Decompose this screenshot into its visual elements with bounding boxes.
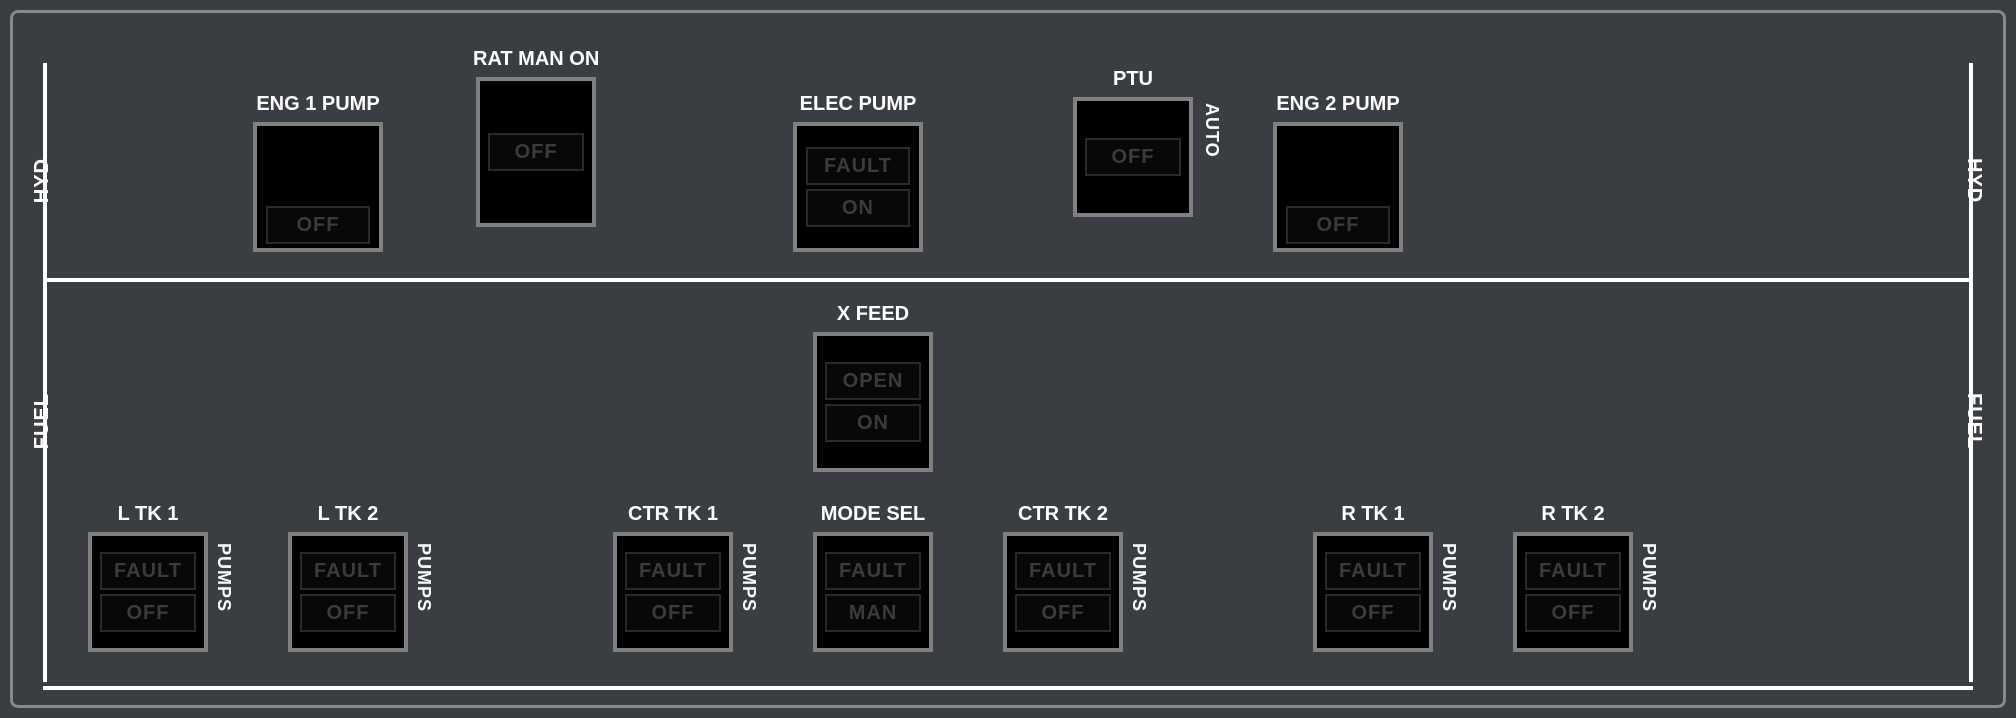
ctr-tk-1-button[interactable]: FAULT OFF bbox=[613, 532, 733, 652]
ptu-button[interactable]: OFF bbox=[1073, 97, 1193, 217]
ctr-tk-2-annunciator-off: OFF bbox=[1015, 594, 1111, 632]
elec-pump-label: ELEC PUMP bbox=[800, 93, 917, 116]
l-tk-2-side-label: PUMPS bbox=[413, 543, 434, 612]
l-tk-1-label: L TK 1 bbox=[118, 503, 179, 526]
rat-man-on-label: RAT MAN ON bbox=[473, 48, 599, 71]
r-tk-2-side-label: PUMPS bbox=[1638, 543, 1659, 612]
l-tk-2-annunciator-fault: FAULT bbox=[300, 552, 396, 590]
r-tk-1-label: R TK 1 bbox=[1341, 503, 1404, 526]
ctr-tk-1-annunciator-off: OFF bbox=[625, 594, 721, 632]
ctr-tk-1-side-label: PUMPS bbox=[738, 543, 759, 612]
l-tk-2-annunciator-off: OFF bbox=[300, 594, 396, 632]
hyd-label-right: HYD bbox=[1962, 158, 1985, 203]
elec-pump-annunciator-fault: FAULT bbox=[806, 147, 911, 185]
l-tk-1-annunciator-off: OFF bbox=[100, 594, 196, 632]
overhead-panel: HYD HYD FUEL FUEL ENG 1 PUMP OFF RAT MAN… bbox=[10, 10, 2006, 708]
mode-sel-annunciator-man: MAN bbox=[825, 594, 921, 632]
mode-sel-label: MODE SEL bbox=[821, 503, 925, 526]
bottom-divider bbox=[43, 686, 1973, 690]
hyd-bracket-left bbox=[43, 63, 47, 278]
r-tk-1-side-label: PUMPS bbox=[1438, 543, 1459, 612]
ctr-tk-1-annunciator-fault: FAULT bbox=[625, 552, 721, 590]
r-tk-2-button[interactable]: FAULT OFF bbox=[1513, 532, 1633, 652]
ptu-label: PTU bbox=[1113, 68, 1153, 91]
r-tk-1-annunciator-off: OFF bbox=[1325, 594, 1421, 632]
fuel-bracket-left bbox=[43, 282, 47, 682]
elec-pump-annunciator-on: ON bbox=[806, 189, 911, 227]
ptu-side-label: AUTO bbox=[1201, 103, 1222, 158]
eng1-pump-label: ENG 1 PUMP bbox=[256, 93, 379, 116]
ctr-tk-2-side-label: PUMPS bbox=[1128, 543, 1149, 612]
elec-pump-button[interactable]: FAULT ON bbox=[793, 122, 923, 252]
mode-sel-control: MODE SEL FAULT MAN bbox=[813, 503, 933, 652]
r-tk-1-button[interactable]: FAULT OFF bbox=[1313, 532, 1433, 652]
ctr-tk-2-label: CTR TK 2 bbox=[1018, 503, 1108, 526]
x-feed-button[interactable]: OPEN ON bbox=[813, 332, 933, 472]
fuel-label-right: FUEL bbox=[1962, 393, 1985, 449]
x-feed-control: X FEED OPEN ON bbox=[813, 303, 933, 472]
fuel-bracket-right bbox=[1969, 282, 1973, 682]
section-divider bbox=[43, 278, 1973, 282]
l-tk-2-label: L TK 2 bbox=[318, 503, 379, 526]
ctr-tk-1-control: CTR TK 1 FAULT OFF PUMPS bbox=[613, 503, 733, 652]
r-tk-1-annunciator-fault: FAULT bbox=[1325, 552, 1421, 590]
l-tk-1-button[interactable]: FAULT OFF bbox=[88, 532, 208, 652]
r-tk-2-control: R TK 2 FAULT OFF PUMPS bbox=[1513, 503, 1633, 652]
ctr-tk-2-annunciator-fault: FAULT bbox=[1015, 552, 1111, 590]
hyd-bracket-right bbox=[1969, 63, 1973, 278]
x-feed-annunciator-on: ON bbox=[825, 404, 921, 442]
r-tk-2-label: R TK 2 bbox=[1541, 503, 1604, 526]
eng2-pump-control: ENG 2 PUMP OFF bbox=[1273, 93, 1403, 252]
l-tk-2-button[interactable]: FAULT OFF bbox=[288, 532, 408, 652]
mode-sel-button[interactable]: FAULT MAN bbox=[813, 532, 933, 652]
ctr-tk-2-button[interactable]: FAULT OFF bbox=[1003, 532, 1123, 652]
rat-man-on-control: RAT MAN ON OFF bbox=[473, 48, 599, 227]
ptu-annunciator-off: OFF bbox=[1085, 138, 1181, 176]
ptu-control: PTU OFF AUTO bbox=[1073, 68, 1193, 217]
ctr-tk-2-control: CTR TK 2 FAULT OFF PUMPS bbox=[1003, 503, 1123, 652]
eng1-pump-annunciator-off: OFF bbox=[266, 206, 371, 244]
eng2-pump-label: ENG 2 PUMP bbox=[1276, 93, 1399, 116]
eng1-pump-control: ENG 1 PUMP OFF bbox=[253, 93, 383, 252]
elec-pump-control: ELEC PUMP FAULT ON bbox=[793, 93, 923, 252]
x-feed-label: X FEED bbox=[837, 303, 909, 326]
l-tk-1-control: L TK 1 FAULT OFF PUMPS bbox=[88, 503, 208, 652]
l-tk-2-control: L TK 2 FAULT OFF PUMPS bbox=[288, 503, 408, 652]
rat-man-on-button[interactable]: OFF bbox=[476, 77, 596, 227]
l-tk-1-annunciator-fault: FAULT bbox=[100, 552, 196, 590]
eng1-pump-button[interactable]: OFF bbox=[253, 122, 383, 252]
mode-sel-annunciator-fault: FAULT bbox=[825, 552, 921, 590]
r-tk-1-control: R TK 1 FAULT OFF PUMPS bbox=[1313, 503, 1433, 652]
ctr-tk-1-label: CTR TK 1 bbox=[628, 503, 718, 526]
eng2-pump-annunciator-off: OFF bbox=[1286, 206, 1391, 244]
eng2-pump-button[interactable]: OFF bbox=[1273, 122, 1403, 252]
x-feed-annunciator-open: OPEN bbox=[825, 362, 921, 400]
rat-man-on-annunciator-off: OFF bbox=[488, 133, 584, 171]
l-tk-1-side-label: PUMPS bbox=[213, 543, 234, 612]
r-tk-2-annunciator-off: OFF bbox=[1525, 594, 1621, 632]
r-tk-2-annunciator-fault: FAULT bbox=[1525, 552, 1621, 590]
